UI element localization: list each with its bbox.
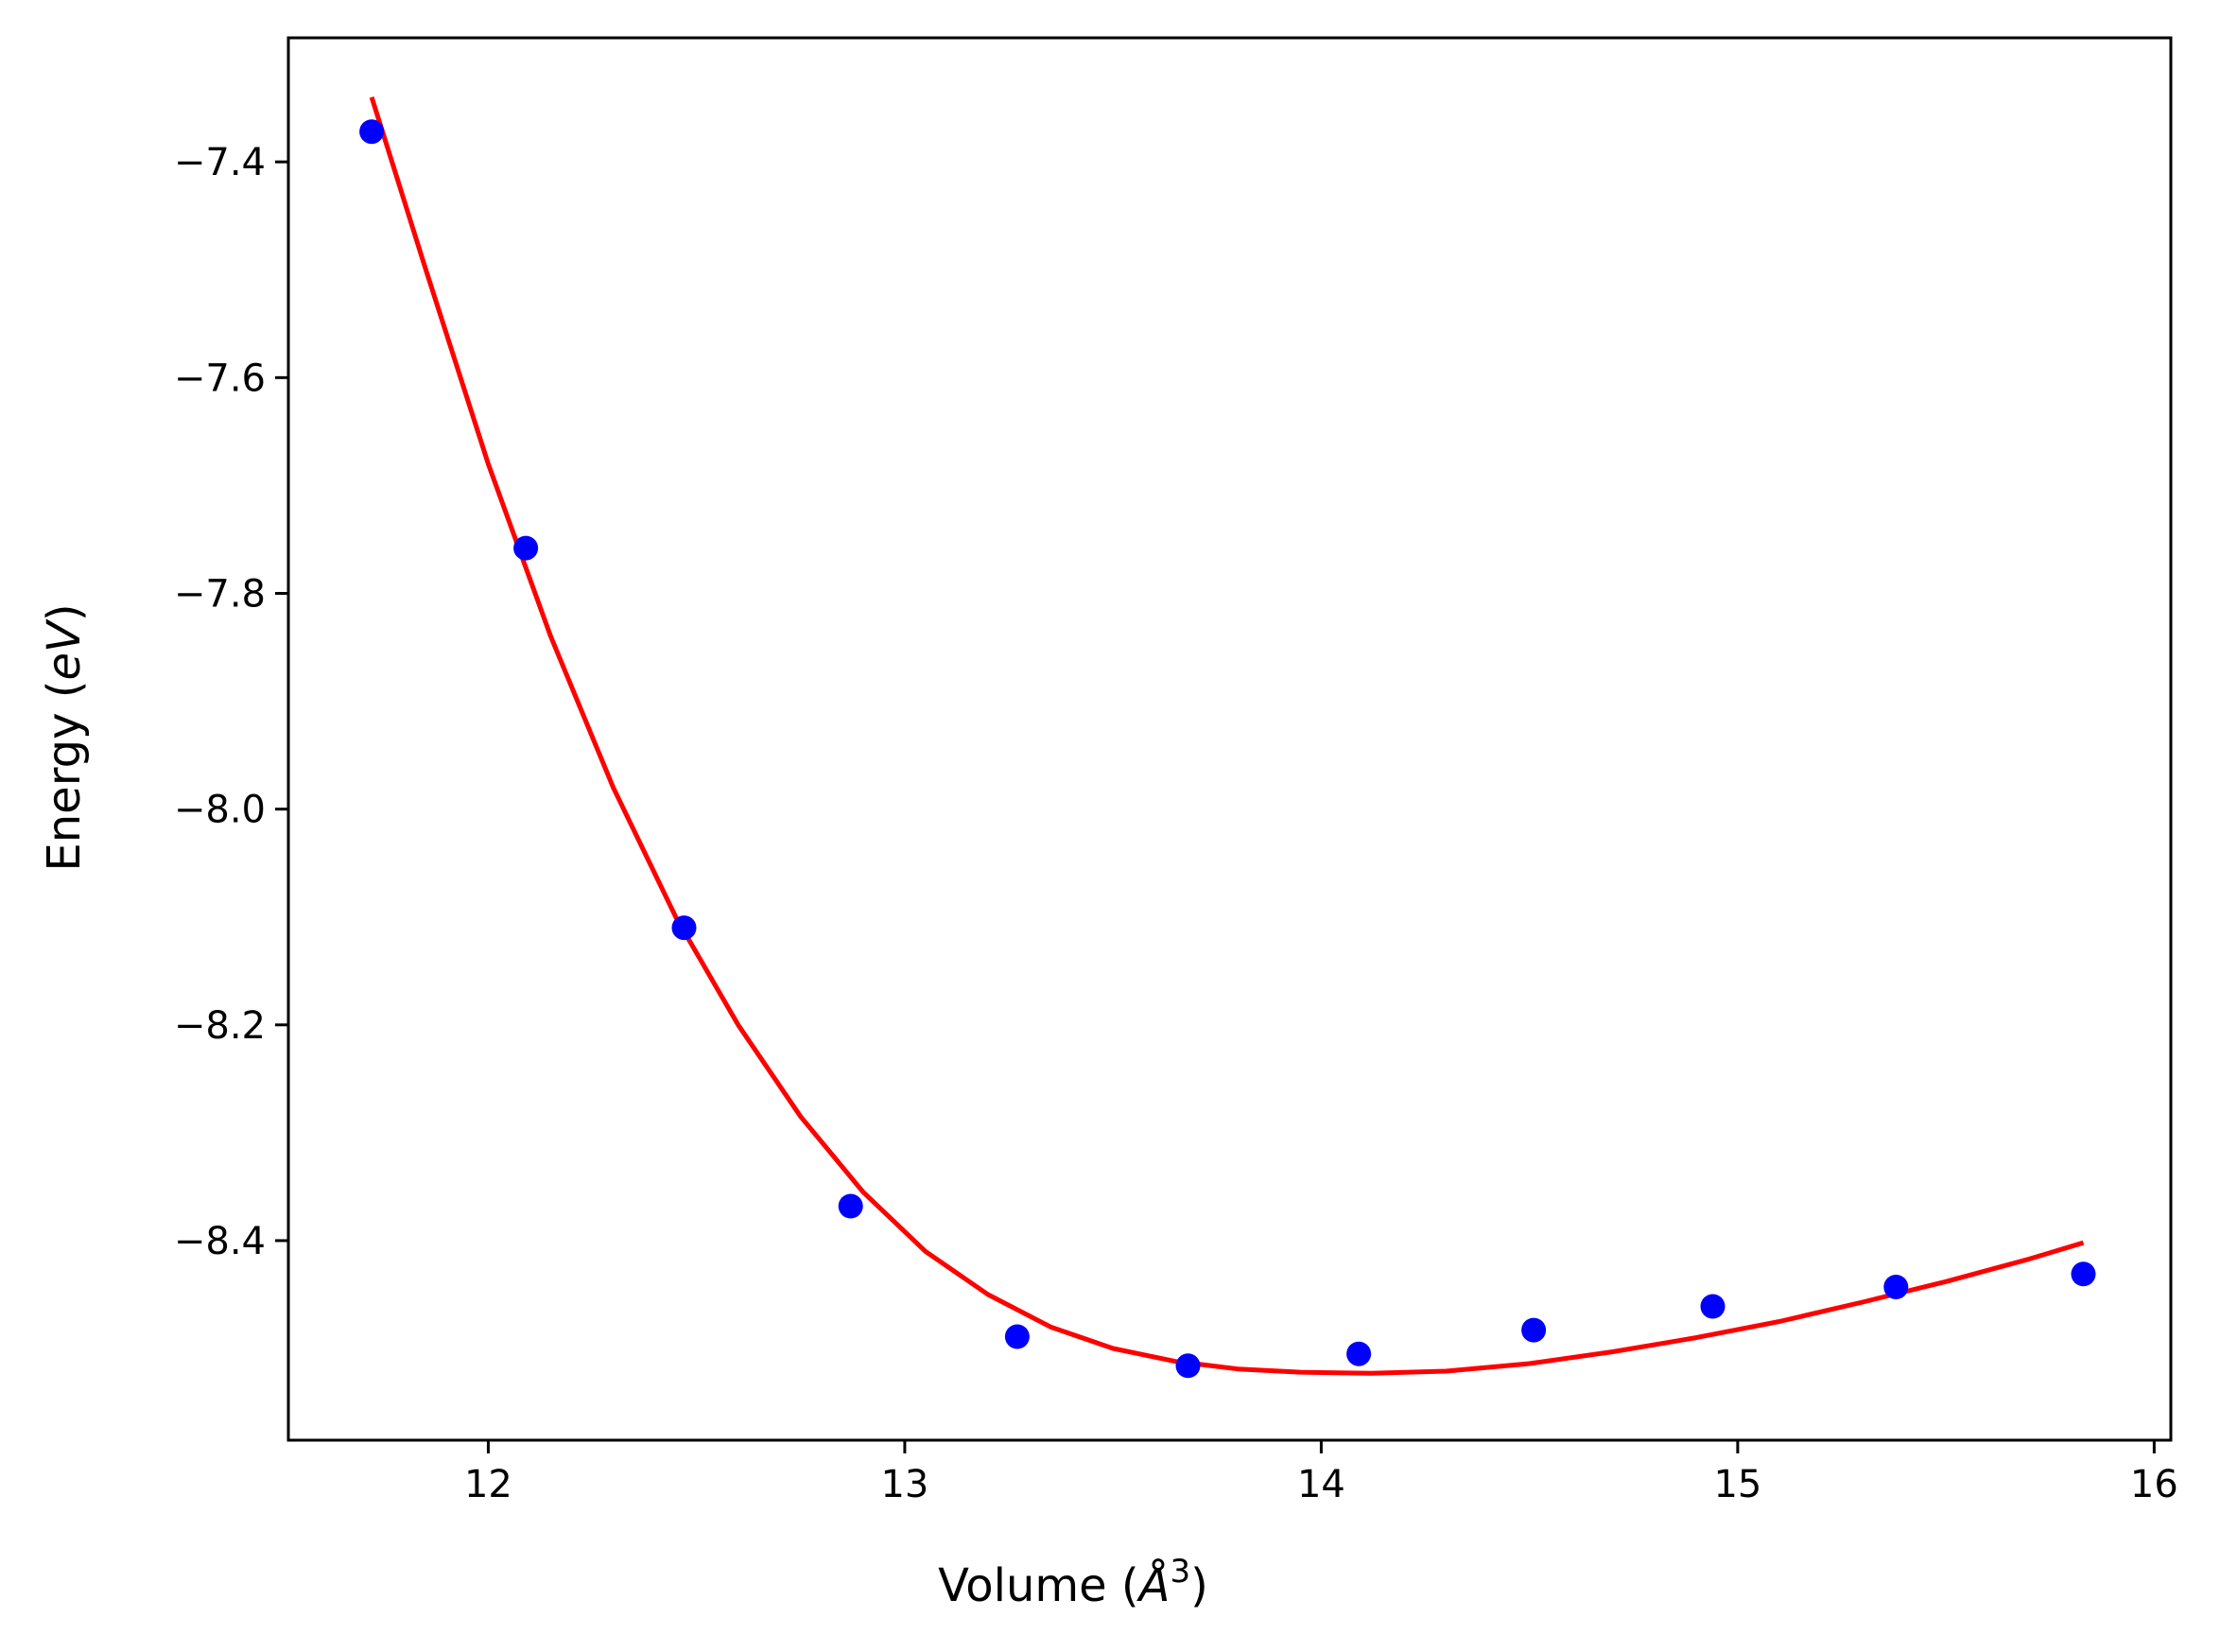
y-tick-label-4: −8.2 — [174, 1004, 266, 1048]
data-point-8 — [1521, 1317, 1547, 1343]
y-axis-label-close: ) — [38, 603, 91, 621]
fit-curve-layer — [369, 96, 2085, 1376]
y-tick-label-5: −8.4 — [174, 1220, 266, 1263]
x-tick-label-16: 16 — [2130, 1463, 2178, 1506]
axes-border — [286, 36, 2173, 1442]
data-point-9 — [1700, 1294, 1726, 1319]
x-axis-label-text: Volume ( — [938, 1559, 1139, 1612]
x-tick-label-13: 13 — [880, 1463, 928, 1506]
x-axis-label-superscript: 3 — [1170, 1553, 1190, 1591]
x-tick-label-14: 14 — [1297, 1463, 1345, 1506]
data-point-11 — [2071, 1261, 2096, 1287]
fit-curve — [369, 96, 2085, 1376]
y-axis-label-unit: eV — [38, 618, 91, 681]
data-point-1 — [359, 119, 385, 145]
data-point-3 — [671, 915, 697, 941]
y-tick-label-3: −8.0 — [174, 789, 266, 832]
data-point-5 — [1004, 1324, 1030, 1349]
y-tick-label-0: −7.4 — [174, 141, 266, 184]
y-axis-label-text: Energy ( — [38, 681, 91, 872]
data-points-layer — [359, 119, 2096, 1379]
data-point-6 — [1175, 1353, 1201, 1379]
data-point-4 — [838, 1193, 863, 1219]
data-point-10 — [1883, 1275, 1909, 1299]
x-axis-label-close: ) — [1190, 1559, 1208, 1612]
y-axis-label: Energy (eV) — [38, 603, 91, 871]
x-axis-label: Volume (Å3) — [938, 1553, 1208, 1612]
y-tick-label-1: −7.6 — [174, 356, 266, 400]
x-axis-label-unit: Å — [1136, 1558, 1171, 1612]
y-tick-label-2: −7.8 — [174, 572, 266, 616]
ticks-layer: 12 13 14 15 16 −7.4 −7.6 −7.8 −8.0 −8.2 −8.4 — [174, 141, 2178, 1506]
axes-frame — [286, 36, 2173, 1442]
x-tick-label-12: 12 — [464, 1463, 512, 1506]
x-tick-label-15: 15 — [1713, 1463, 1761, 1506]
data-point-2 — [513, 535, 539, 561]
data-point-7 — [1346, 1341, 1372, 1366]
